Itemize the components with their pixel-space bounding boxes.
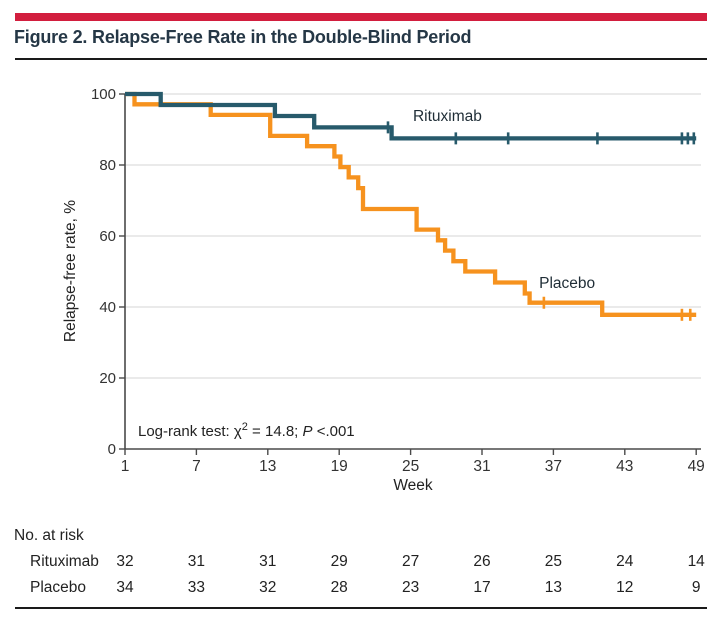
at-risk-header: No. at risk [14,527,84,544]
at-risk-value: 28 [331,579,348,596]
series-label-placebo: Placebo [539,275,595,292]
x-tick-label: 7 [192,458,201,475]
at-risk-value: 31 [188,553,205,570]
at-risk-value: 27 [402,553,419,570]
accent-bar [15,13,707,21]
at-risk-row-label: Placebo [30,579,86,596]
at-risk-value: 25 [545,553,562,570]
y-tick-label: 0 [108,441,116,458]
at-risk-value: 31 [259,553,276,570]
at-risk-value: 33 [188,579,205,596]
x-tick-label: 37 [545,458,562,475]
bottom-divider [15,607,707,609]
at-risk-value: 32 [116,553,133,570]
y-tick-label: 20 [99,370,116,387]
at-risk-value: 26 [473,553,490,570]
x-tick-label: 1 [121,458,130,475]
y-tick-label: 40 [99,299,116,316]
curve-placebo [125,91,697,317]
y-axis-title: Relapse-free rate, % [62,200,79,342]
x-tick-label: 13 [259,458,276,475]
at-risk-value: 9 [692,579,701,596]
at-risk-value: 14 [688,553,706,570]
x-tick-label: 25 [402,458,419,475]
y-tick-label: 60 [99,228,116,245]
at-risk-value: 23 [402,579,419,596]
title-divider [15,58,707,60]
curve-rituximab [125,91,697,141]
x-tick-label: 19 [331,458,348,475]
at-risk-value: 32 [259,579,276,596]
at-risk-value: 12 [616,579,633,596]
at-risk-value: 24 [616,553,634,570]
at-risk-value: 17 [473,579,490,596]
at-risk-row-label: Rituximab [30,553,99,570]
x-tick-label: 43 [616,458,633,475]
at-risk-value: 13 [545,579,562,596]
x-tick-label: 31 [473,458,490,475]
at-risk-value: 29 [331,553,348,570]
at-risk-value: 34 [116,579,134,596]
figure-title: Figure 2. Relapse-Free Rate in the Doubl… [14,27,472,47]
y-tick-label: 80 [99,157,116,174]
x-tick-label: 49 [688,458,705,475]
x-axis-title: Week [393,477,433,494]
series-label-rituximab: Rituximab [413,108,482,125]
annotation-logrank: Log-rank test: χ2 = 14.8; P <.001 [138,421,355,440]
y-tick-label: 100 [91,86,116,103]
